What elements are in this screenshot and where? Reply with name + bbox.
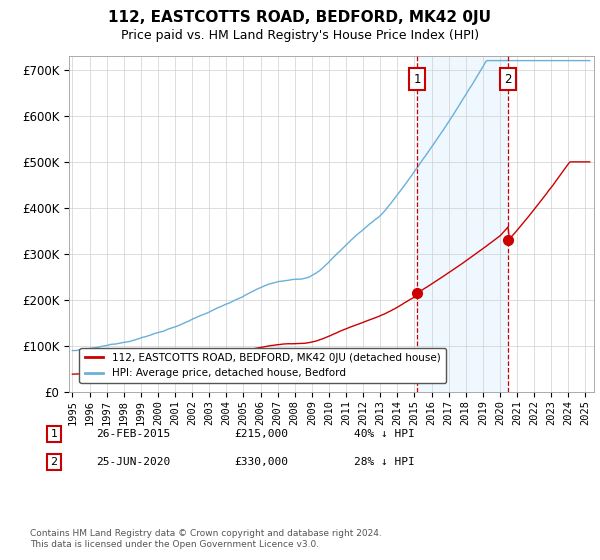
Text: 112, EASTCOTTS ROAD, BEDFORD, MK42 0JU: 112, EASTCOTTS ROAD, BEDFORD, MK42 0JU (109, 10, 491, 25)
Text: 1: 1 (50, 429, 58, 439)
Text: 2: 2 (50, 457, 58, 467)
Text: 2: 2 (505, 72, 512, 86)
Text: £215,000: £215,000 (234, 429, 288, 439)
Text: £330,000: £330,000 (234, 457, 288, 467)
Text: 1: 1 (413, 72, 421, 86)
Text: Price paid vs. HM Land Registry's House Price Index (HPI): Price paid vs. HM Land Registry's House … (121, 29, 479, 42)
Text: 25-JUN-2020: 25-JUN-2020 (96, 457, 170, 467)
Text: Contains HM Land Registry data © Crown copyright and database right 2024.
This d: Contains HM Land Registry data © Crown c… (30, 529, 382, 549)
Text: 26-FEB-2015: 26-FEB-2015 (96, 429, 170, 439)
Text: 28% ↓ HPI: 28% ↓ HPI (354, 457, 415, 467)
Legend: 112, EASTCOTTS ROAD, BEDFORD, MK42 0JU (detached house), HPI: Average price, det: 112, EASTCOTTS ROAD, BEDFORD, MK42 0JU (… (79, 348, 446, 384)
Text: 40% ↓ HPI: 40% ↓ HPI (354, 429, 415, 439)
Bar (417, 56, 508, 392)
